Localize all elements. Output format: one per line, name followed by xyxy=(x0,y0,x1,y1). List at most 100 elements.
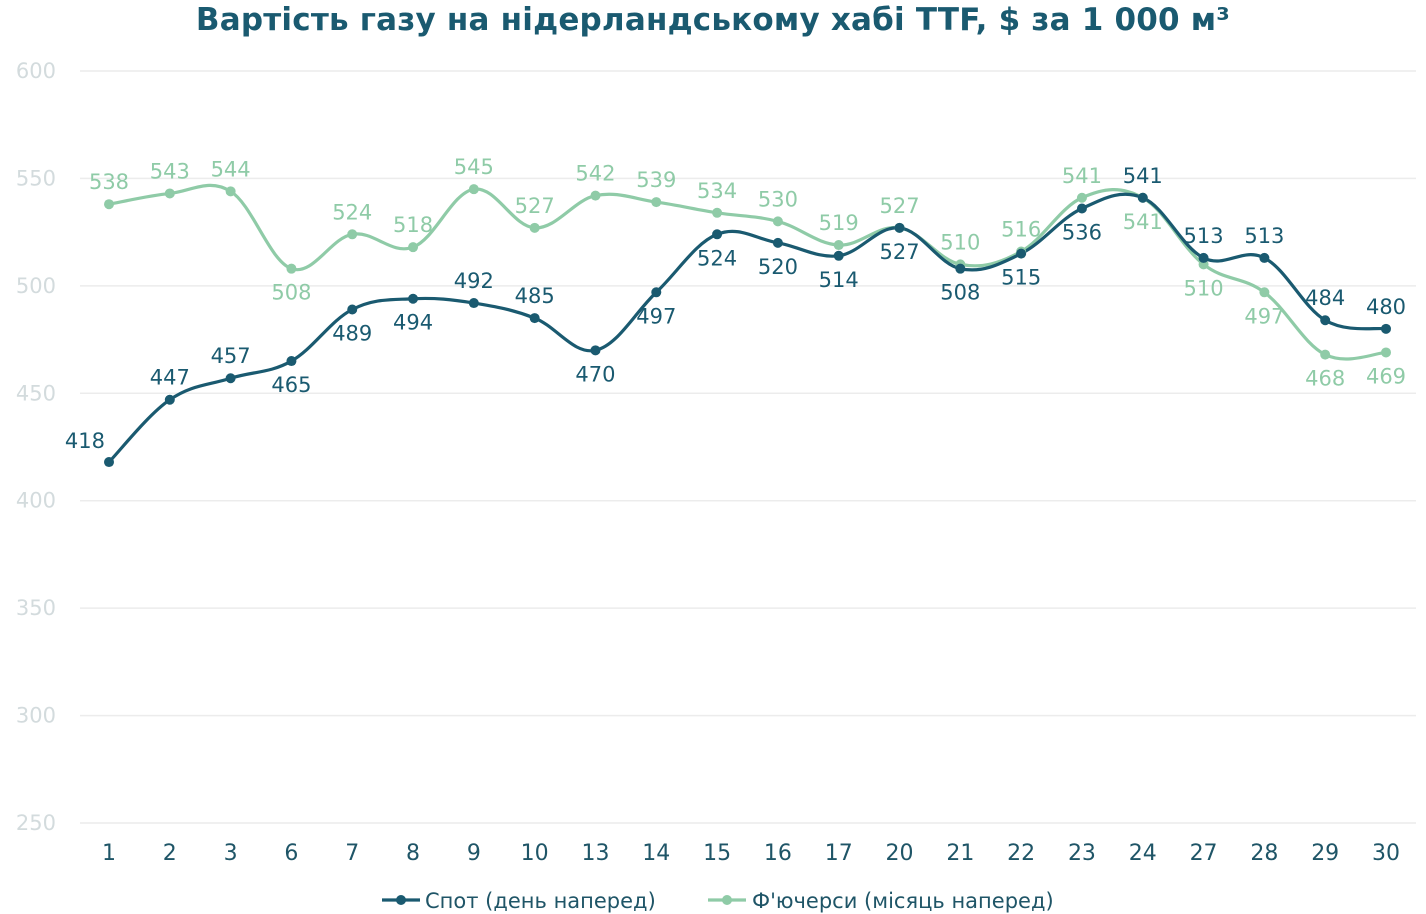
data-point xyxy=(225,373,236,384)
data-point xyxy=(286,263,297,274)
y-tick-label: 300 xyxy=(16,704,56,728)
x-tick-label: 6 xyxy=(284,841,298,866)
data-point xyxy=(225,186,236,197)
data-label: 544 xyxy=(211,157,251,181)
x-tick-label: 16 xyxy=(764,841,792,866)
series-points xyxy=(104,184,1391,468)
data-point xyxy=(347,229,358,240)
data-label: 485 xyxy=(515,284,555,308)
data-label: 541 xyxy=(1123,210,1163,234)
data-label: 527 xyxy=(879,194,919,218)
y-tick-label: 550 xyxy=(16,166,56,190)
x-tick-label: 24 xyxy=(1129,841,1157,866)
data-label: 469 xyxy=(1366,364,1406,388)
data-point xyxy=(468,184,479,195)
data-point xyxy=(347,304,358,315)
data-label: 527 xyxy=(515,194,555,218)
data-point xyxy=(833,240,844,251)
data-label: 494 xyxy=(393,311,433,335)
x-tick-label: 14 xyxy=(642,841,670,866)
data-point xyxy=(1259,287,1270,298)
legend-label-1: Ф'ючерси (місяць наперед) xyxy=(752,889,1054,913)
data-label: 489 xyxy=(332,321,372,345)
data-point xyxy=(104,199,114,210)
data-label: 536 xyxy=(1062,221,1102,245)
x-tick-label: 3 xyxy=(224,841,238,866)
data-label: 447 xyxy=(150,366,190,390)
data-point xyxy=(651,287,662,298)
y-tick-label: 250 xyxy=(16,811,56,835)
data-label: 484 xyxy=(1305,286,1345,310)
data-label: 513 xyxy=(1184,224,1224,248)
x-tick-label: 9 xyxy=(467,841,481,866)
x-tick-label: 1 xyxy=(102,841,116,866)
data-point xyxy=(408,242,419,253)
data-label: 542 xyxy=(575,162,615,186)
x-tick-label: 13 xyxy=(581,841,609,866)
data-point xyxy=(894,222,905,233)
data-point xyxy=(164,188,175,199)
data-point xyxy=(1076,192,1087,203)
data-label: 510 xyxy=(940,230,980,254)
data-label: 545 xyxy=(454,155,494,179)
x-tick-label: 17 xyxy=(825,841,853,866)
data-label: 480 xyxy=(1366,295,1406,319)
data-label: 519 xyxy=(819,211,859,235)
data-point xyxy=(772,216,783,227)
data-point xyxy=(772,237,783,248)
x-tick-label: 10 xyxy=(521,841,549,866)
x-tick-label: 29 xyxy=(1311,841,1339,866)
data-point xyxy=(712,207,723,218)
x-tick-label: 20 xyxy=(886,841,914,866)
x-tick-label: 27 xyxy=(1190,841,1218,866)
data-point xyxy=(1016,248,1027,259)
y-tick-label: 400 xyxy=(16,489,56,513)
data-label: 465 xyxy=(271,373,311,397)
x-tick-label: 2 xyxy=(163,841,177,866)
data-point xyxy=(712,229,723,240)
data-label: 527 xyxy=(879,240,919,264)
series-line-1 xyxy=(107,183,1388,361)
data-point xyxy=(1076,203,1087,214)
data-point xyxy=(833,250,844,261)
data-label: 514 xyxy=(819,268,859,292)
series-line-0 xyxy=(107,192,1388,464)
data-label: 524 xyxy=(332,200,372,224)
legend: Спот (день наперед) Ф'ючерси (місяць напе… xyxy=(382,889,1054,913)
data-label: 543 xyxy=(150,159,190,183)
data-label: 497 xyxy=(636,304,676,328)
data-point xyxy=(1137,192,1148,203)
data-point xyxy=(529,222,540,233)
data-label: 468 xyxy=(1305,367,1345,391)
data-point xyxy=(164,394,175,405)
legend-marker-1 xyxy=(722,895,732,905)
data-label: 497 xyxy=(1244,304,1284,328)
data-point xyxy=(590,345,601,356)
data-point xyxy=(104,457,114,468)
data-point xyxy=(1381,347,1391,358)
data-point xyxy=(286,356,297,367)
data-label: 541 xyxy=(1062,164,1102,188)
data-point xyxy=(1381,323,1391,334)
data-label: 510 xyxy=(1184,276,1224,300)
data-label: 418 xyxy=(65,429,105,453)
series-lines xyxy=(107,183,1388,464)
y-tick-label: 500 xyxy=(16,274,56,298)
x-tick-label: 21 xyxy=(946,841,974,866)
data-label: 513 xyxy=(1244,224,1284,248)
data-label: 457 xyxy=(211,344,251,368)
x-tick-label: 15 xyxy=(703,841,731,866)
legend-label-0: Спот (день наперед) xyxy=(425,889,656,913)
data-labels: 418 447 457 465 489 494 492 485 470 497 524 520 514 5… xyxy=(65,155,1406,453)
data-point xyxy=(468,298,479,309)
data-label: 538 xyxy=(89,170,129,194)
data-label: 534 xyxy=(697,179,737,203)
data-label: 539 xyxy=(636,168,676,192)
grid-lines xyxy=(80,70,1416,824)
data-point xyxy=(1320,315,1331,326)
data-label: 530 xyxy=(758,187,798,211)
data-point xyxy=(408,293,419,304)
data-point xyxy=(529,313,540,324)
y-tick-label: 450 xyxy=(16,381,56,405)
